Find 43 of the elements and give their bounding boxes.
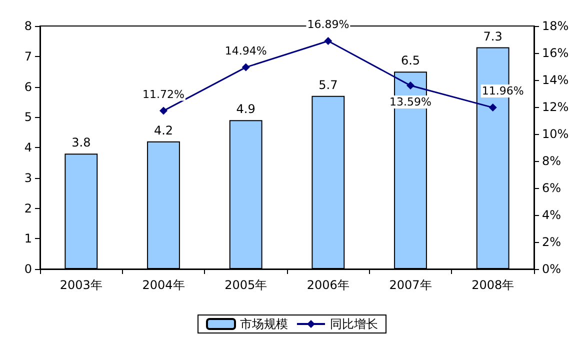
y2-tick-label: 16%: [542, 46, 569, 60]
y2-tick-label: 12%: [542, 100, 569, 114]
y-tick-label: 1: [24, 232, 32, 246]
data-label: 7.3: [483, 29, 502, 44]
point: [324, 36, 332, 45]
x-tick-label: 2008年: [472, 278, 514, 292]
point: [488, 104, 497, 112]
y-tick-label: 5: [24, 110, 32, 124]
data-label: 4.2: [154, 123, 174, 138]
y-tick-label: 3: [24, 170, 32, 185]
data-label: 14.94%: [224, 44, 267, 58]
x-tick-label: 2007年: [389, 278, 432, 292]
data-label: 11.72%: [142, 88, 184, 101]
x-tick-label: 2006年: [306, 278, 350, 292]
point: [242, 63, 250, 72]
point: [160, 106, 168, 115]
data-label: 4.9: [236, 102, 256, 116]
y2-tick-label: 6%: [542, 181, 562, 195]
y-tick-label: 4: [24, 140, 32, 154]
data-label: 5.7: [318, 78, 338, 92]
x-tick-label: 2004年: [142, 278, 185, 292]
y2-tick-label: 0%: [542, 262, 562, 276]
y2-tick-label: 8%: [542, 154, 562, 168]
y2-tick-label: 14%: [542, 73, 569, 87]
data-label: 6.5: [400, 54, 420, 68]
y2-tick-label: 10%: [542, 127, 569, 141]
y2-tick-label: 4%: [542, 208, 562, 222]
data-label: 16.89%: [307, 18, 350, 31]
x-tick-label: 2005年: [224, 278, 268, 292]
data-label: 3.8: [72, 136, 91, 150]
y-tick-label: 0: [24, 262, 32, 276]
legend-label: 市场规模: [240, 317, 288, 331]
y2-tick-label: 18%: [542, 19, 569, 33]
y-tick-label: 6: [24, 80, 32, 94]
data-label: 13.59%: [390, 96, 432, 109]
data-label: 11.96%: [482, 84, 524, 98]
point: [406, 82, 414, 90]
y-tick-label: 7: [24, 49, 32, 64]
y-tick-label: 8: [24, 19, 32, 33]
legend-label: 同比增长: [330, 317, 378, 331]
y-tick-label: 2: [24, 201, 32, 216]
y2-tick-label: 2%: [542, 235, 562, 249]
x-tick-label: 2003年: [60, 278, 102, 292]
